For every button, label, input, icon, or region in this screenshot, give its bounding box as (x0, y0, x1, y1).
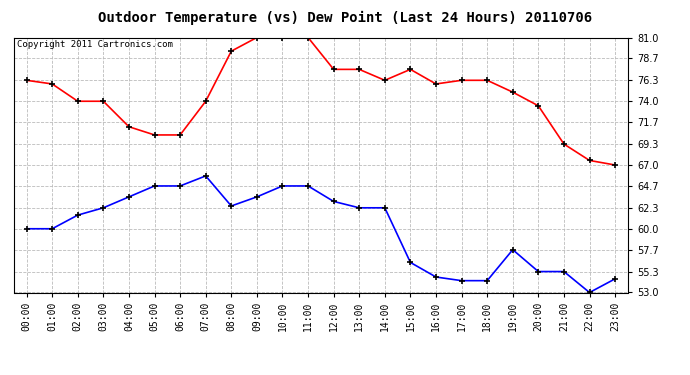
Text: Outdoor Temperature (vs) Dew Point (Last 24 Hours) 20110706: Outdoor Temperature (vs) Dew Point (Last… (98, 11, 592, 26)
Text: Copyright 2011 Cartronics.com: Copyright 2011 Cartronics.com (17, 40, 172, 49)
